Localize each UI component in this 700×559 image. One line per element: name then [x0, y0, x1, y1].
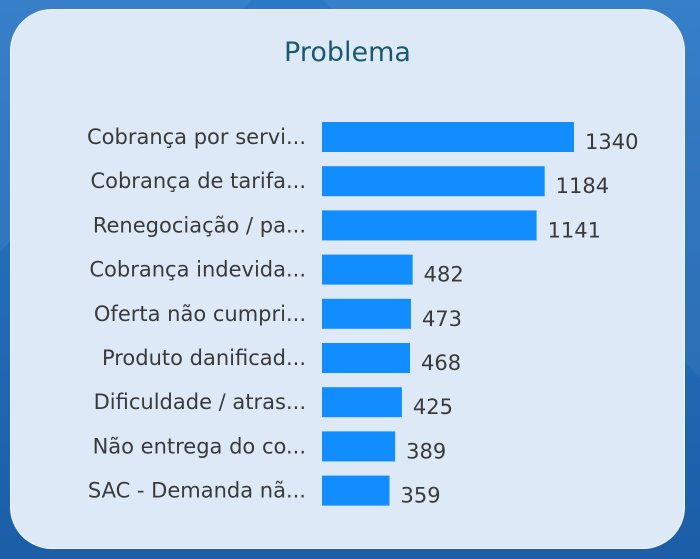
category-label: Dificuldade / atras... — [94, 390, 306, 414]
category-label: Renegociação / pa... — [93, 213, 306, 237]
bar[interactable] — [322, 254, 413, 285]
category-label: Produto danificad... — [102, 346, 306, 370]
data-label: 1184 — [556, 174, 609, 198]
category-label: Cobrança por servi... — [87, 125, 306, 149]
category-label: Não entrega do co... — [93, 434, 306, 458]
chart-title: Problema — [284, 37, 411, 68]
category-label: SAC - Demanda nã... — [88, 479, 306, 503]
bar[interactable] — [322, 166, 545, 197]
bar[interactable] — [322, 343, 411, 373]
bar[interactable] — [322, 210, 537, 241]
category-label: Cobrança indevida... — [89, 258, 306, 282]
bar[interactable] — [322, 387, 402, 418]
bar[interactable] — [322, 298, 411, 329]
data-label: 389 — [406, 439, 446, 463]
data-label: 1141 — [548, 218, 601, 242]
data-label: 425 — [413, 395, 453, 419]
bar[interactable] — [322, 431, 396, 462]
category-label: Oferta não cumpri... — [94, 302, 306, 326]
data-label: 359 — [401, 484, 441, 508]
data-label: 1340 — [585, 130, 638, 154]
bar[interactable] — [322, 122, 574, 152]
data-label: 473 — [422, 307, 462, 331]
data-label: 482 — [424, 263, 464, 287]
data-label: 468 — [421, 351, 461, 375]
bar[interactable] — [322, 475, 390, 506]
category-label: Cobrança de tarifa... — [90, 169, 306, 193]
